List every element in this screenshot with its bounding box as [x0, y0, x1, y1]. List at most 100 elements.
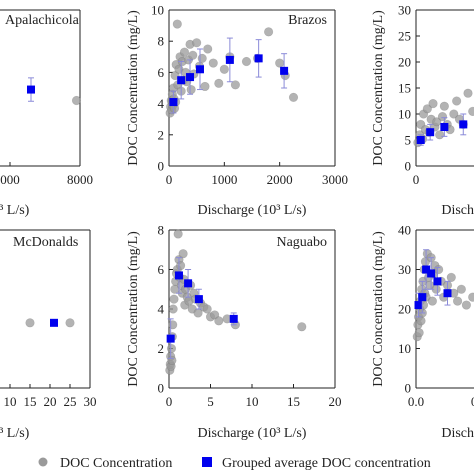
y-tick-label: 30: [398, 262, 411, 277]
y-tick-label: 25: [398, 29, 411, 44]
chart-panel-6: 0 10 20 30 40 0.0 0.5 Disch DOC Concentration (m…: [371, 223, 474, 441]
y-axis-label: DOC Concentration (mg/L): [126, 10, 141, 166]
grouped-average-point: [443, 289, 452, 298]
x-tick-label: 3000: [322, 172, 348, 187]
x-tick-label: 0: [166, 172, 173, 187]
doc-point: [200, 81, 210, 92]
grouped-average-point: [166, 334, 175, 343]
grouped-average-point: [27, 85, 35, 94]
doc-point: [414, 328, 424, 338]
x-axis-label: Disch: [441, 426, 474, 441]
doc-point: [456, 284, 466, 294]
grouped-average-point: [184, 279, 193, 288]
grouped-average-point: [427, 269, 436, 278]
x-tick-label: 25: [64, 394, 77, 409]
chart-panel-4: 51015202530McDonaldse (10³ L/s): [0, 229, 97, 441]
y-tick-label: 8: [158, 223, 165, 238]
x-tick-label: 1000: [211, 172, 237, 187]
grouped-average-point: [169, 98, 178, 107]
grouped-average-point: [426, 128, 435, 137]
doc-point: [166, 343, 177, 354]
y-axis-label: DOC Concentration (mg/L): [371, 231, 386, 387]
y-tick-label: 2: [158, 127, 165, 142]
x-tick-label: 000: [0, 172, 20, 187]
y-tick-label: 0: [405, 159, 412, 174]
doc-point: [71, 95, 82, 106]
doc-point: [168, 304, 178, 314]
x-tick-label: 0.0: [408, 394, 424, 409]
legend-blue-label: Grouped average DOC concentration: [222, 456, 431, 471]
doc-point: [434, 264, 444, 275]
grouped-average-point: [194, 295, 203, 304]
x-tick-label: 0: [166, 394, 173, 409]
y-tick-label: 2: [158, 341, 165, 356]
x-tick-label: 20: [44, 394, 57, 409]
grouped-average-point: [433, 277, 442, 286]
doc-point: [208, 58, 218, 68]
y-tick-label: 5: [405, 133, 412, 148]
doc-point: [416, 316, 426, 326]
panel-title: Brazos: [288, 13, 327, 28]
doc-point: [463, 88, 473, 98]
doc-point: [230, 80, 240, 90]
x-tick-label: 8000: [67, 172, 93, 187]
doc-point: [264, 27, 274, 37]
doc-point: [179, 47, 190, 57]
doc-point: [432, 117, 442, 127]
y-tick-label: 10: [151, 3, 164, 18]
y-axis-label: DOC Concentration (mg/L): [126, 231, 141, 387]
grouped-average-point: [440, 123, 449, 131]
x-tick-label: 30: [84, 394, 97, 409]
doc-point: [197, 53, 207, 63]
legend-blue-marker: [202, 457, 212, 467]
doc-point: [297, 322, 307, 332]
legend: DOC Concentration Grouped average DOC co…: [38, 456, 431, 471]
doc-point: [437, 111, 448, 122]
x-axis-label: e (10³ L/s): [0, 203, 30, 218]
grouped-average-point: [225, 55, 234, 64]
doc-point: [188, 50, 198, 60]
x-tick-label: 5: [207, 394, 214, 409]
doc-point: [219, 64, 229, 74]
panel-title: Apalachicola: [5, 13, 80, 28]
grouped-average-point: [280, 66, 289, 75]
x-tick-label: 0.5: [471, 394, 474, 409]
chart-panel-2: 0 2 4 6 8 10 0 1000 2000 3000 Brazos Discharge (10³…: [126, 3, 348, 219]
doc-point: [439, 101, 449, 111]
y-tick-label: 6: [158, 65, 165, 80]
y-tick-label: 4: [158, 96, 165, 111]
y-tick-label: 15: [398, 81, 411, 96]
y-tick-label: 4: [158, 302, 165, 317]
grouped-average-point: [422, 265, 431, 274]
y-tick-label: 20: [398, 302, 411, 317]
x-tick-label: 10: [246, 394, 259, 409]
y-tick-label: 0: [405, 381, 412, 396]
grouped-average-point: [195, 65, 204, 74]
y-tick-label: 6: [158, 262, 165, 277]
doc-point: [214, 78, 224, 88]
x-tick-label: 15: [24, 394, 37, 409]
grouped-average-point: [418, 293, 427, 302]
x-axis-label: Discharge (10³ L/s): [198, 426, 307, 441]
doc-point: [449, 109, 459, 119]
doc-point: [178, 249, 188, 259]
doc-point: [288, 92, 299, 102]
y-axis-label: DOC Concentration (mg/L): [371, 10, 386, 166]
x-tick-label: 2000: [267, 172, 293, 187]
grouped-average-point: [177, 76, 186, 85]
doc-point: [186, 84, 196, 95]
doc-point: [275, 58, 285, 68]
doc-point: [203, 44, 213, 54]
x-axis-label: Disch: [441, 203, 474, 218]
doc-point: [167, 355, 177, 365]
doc-point: [468, 106, 474, 116]
doc-point: [169, 294, 179, 304]
x-axis-label: Discharge (10³ L/s): [198, 203, 307, 218]
x-tick-label: 10: [4, 394, 17, 409]
doc-point: [446, 272, 456, 283]
chart-panel-1: 000 8000 Apalachicola e (10³ L/s): [0, 9, 93, 218]
legend-gray-label: DOC Concentration: [60, 456, 172, 471]
doc-point: [468, 292, 474, 302]
doc-point: [202, 304, 212, 314]
doc-point: [176, 260, 186, 271]
